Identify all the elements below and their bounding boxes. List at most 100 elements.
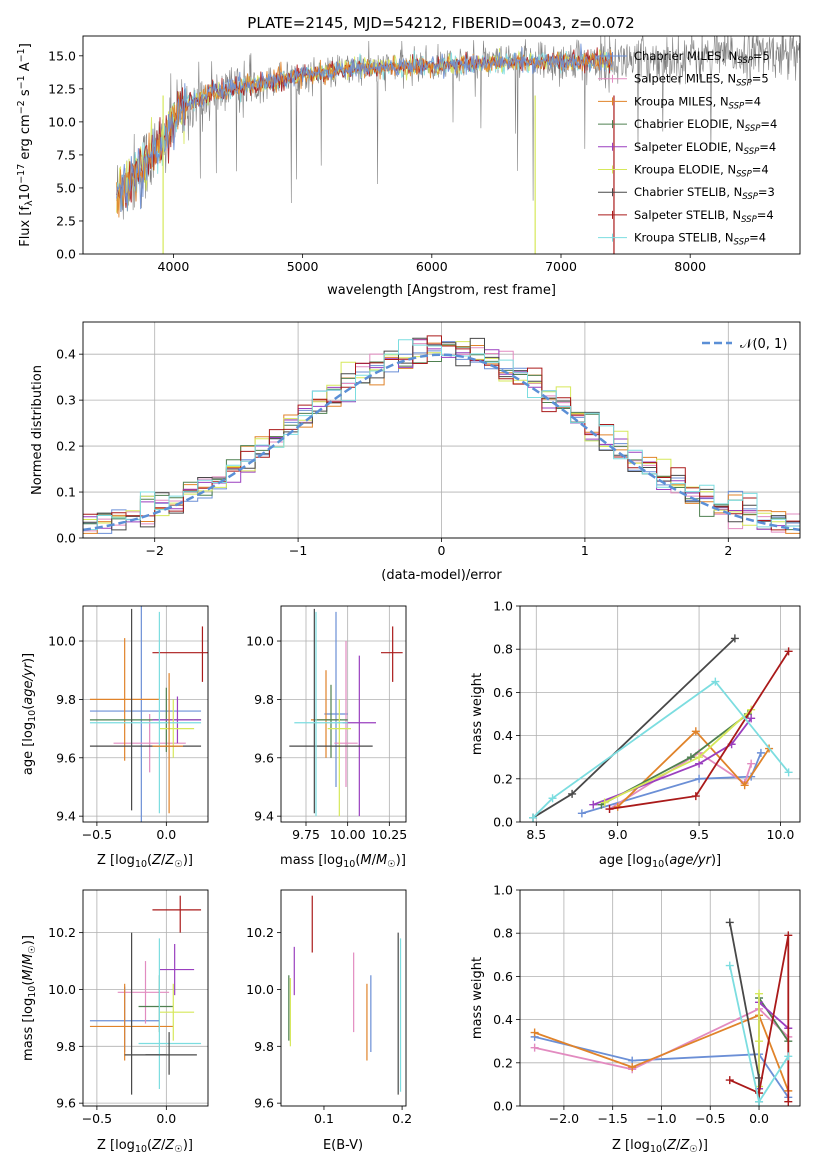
label-part: ( [21, 981, 36, 986]
plot-area [89, 895, 202, 1095]
mass-weight-line [592, 717, 752, 806]
mass-weight-marker [755, 989, 764, 998]
legend-label: Chabrier MILES, NSSP=5 [634, 49, 770, 66]
legend-label: Salpeter ELODIE, NSSP=4 [634, 140, 776, 157]
label-part: 10 [652, 859, 664, 870]
legend-text: Chabrier STELIB, N [634, 185, 742, 199]
mass-weight-line [581, 752, 762, 815]
mass-weight-marker [725, 961, 734, 970]
label-part: age [log [21, 722, 36, 775]
mass-weight-marker [725, 1076, 734, 1085]
y-axis-label: mass [log10(M/M☉)] [21, 935, 38, 1061]
label-part: 10 [27, 986, 38, 998]
label-part: / [161, 853, 166, 868]
y-tick-label: 1.0 [493, 883, 513, 898]
x-tick-label: 0.0 [156, 1111, 176, 1126]
residual-histogram-step [83, 335, 800, 531]
x-tick-label: 10.0 [767, 827, 795, 842]
x-tick-label: 10.00 [330, 827, 366, 842]
label-part: M [376, 853, 387, 868]
label-part: / [372, 853, 377, 868]
mass-weight-marker [747, 759, 756, 768]
y-tick-label: 10.0 [246, 634, 274, 649]
label-part: / [161, 1138, 166, 1153]
mass-weight-line [534, 1014, 790, 1092]
y-tick-label: 9.8 [254, 692, 274, 707]
legend-text: =4 [752, 163, 769, 177]
label-part: )] [183, 1138, 193, 1153]
x-tick-label: 4000 [158, 259, 190, 274]
y-tick-label: 0.2 [493, 1055, 513, 1070]
y-tick-label: 10.0 [246, 982, 274, 997]
mass-weight-marker [577, 809, 586, 818]
y-axis-label: age [log10(age/yr)] [21, 653, 38, 775]
mass-weight-marker [530, 1028, 539, 1037]
label-part: Z [log [97, 1138, 135, 1153]
label-part: λ [24, 200, 35, 206]
x-tick-label: 0.2 [392, 1111, 412, 1126]
y-tick-label: 9.8 [254, 1039, 274, 1054]
label-part: −1 [16, 48, 27, 62]
label-part: )] [183, 853, 193, 868]
label-part: M [360, 853, 371, 868]
mass-weight-marker [725, 918, 734, 927]
plot-area [530, 918, 793, 1106]
y-tick-label: 9.4 [56, 809, 76, 824]
label-part: ( [21, 705, 36, 710]
y-tick-label: 0.4 [493, 1012, 513, 1027]
legend-subscript: SSP [729, 101, 745, 111]
y-tick-label: 9.6 [56, 750, 76, 765]
mass-weight-marker [691, 792, 700, 801]
spectrum-plot: 4000 5000 6000 7000 8000 0.0 2.5 5.0 7.5 10.0 12.5… [16, 35, 801, 298]
mass-weight-line [532, 680, 790, 819]
x-tick-label: −0.5 [82, 1111, 112, 1126]
legend-label: Salpeter MILES, NSSP=5 [634, 72, 769, 89]
x-tick-label: 9.75 [292, 827, 320, 842]
legend-label: Chabrier ELODIE, NSSP=4 [634, 117, 777, 134]
y-tick-label: 7.5 [56, 147, 76, 162]
label-part: ☉ [27, 945, 38, 954]
x-axis-label: Z [log10(Z/Z☉)] [97, 853, 193, 870]
mass-weight-marker [568, 789, 577, 798]
x-tick-label: 7000 [545, 259, 577, 274]
label-part: ( [147, 1138, 152, 1153]
label-part: 10 [135, 1144, 147, 1155]
legend-subscript: SSP [742, 192, 758, 202]
y-tick-label: 0.0 [56, 531, 76, 546]
mass-weight-marker [686, 753, 695, 762]
plot-area [89, 606, 208, 822]
y-tick-label: 1.0 [493, 599, 513, 614]
y-tick-label: 2.5 [56, 213, 76, 228]
y-tick-label: 10.2 [246, 925, 274, 940]
mass-vs-metallicity-plot: −0.5 0.09.69.810.010.2Z [log10(Z/Z☉)]mass… [21, 889, 209, 1155]
y-tick-label: 0.8 [493, 642, 513, 657]
plot-area [83, 335, 800, 534]
legend-subscript: SSP [745, 124, 761, 134]
label-part: ] [18, 43, 33, 48]
label-part: −17 [16, 164, 27, 184]
axes-frame [82, 605, 209, 823]
x-tick-label: 0.1 [314, 1111, 334, 1126]
age-vs-metallicity-plot: −0.5 0.09.49.69.810.0Z [log10(Z/Z☉)]age [… [21, 605, 209, 870]
y-tick-label: 10.0 [48, 114, 76, 129]
legend-subscript: SSP [736, 79, 752, 89]
mass-weight-marker [695, 774, 704, 783]
y-tick-label: 0.6 [493, 969, 513, 984]
y-tick-label: 0.8 [493, 926, 513, 941]
x-tick-label: 6000 [416, 259, 448, 274]
legend-label: Chabrier STELIB, NSSP=3 [634, 185, 775, 202]
y-tick-label: 0.6 [493, 685, 513, 700]
label-part: 10 [343, 859, 355, 870]
legend: Chabrier MILES, NSSP=5 Salpeter MILES, NS… [598, 49, 777, 248]
y-tick-label: 0.4 [56, 347, 76, 362]
label-part: M [21, 954, 36, 965]
x-tick-label: 0 [438, 543, 446, 558]
mass-weight-marker [784, 768, 793, 777]
mass-weight-marker [784, 647, 793, 656]
y-tick-label: 0.3 [56, 393, 76, 408]
y-tick-label: 0.1 [56, 485, 76, 500]
label-part: −2 [16, 100, 27, 114]
x-tick-label: −1 [289, 543, 307, 558]
y-tick-label: 0.4 [493, 728, 513, 743]
